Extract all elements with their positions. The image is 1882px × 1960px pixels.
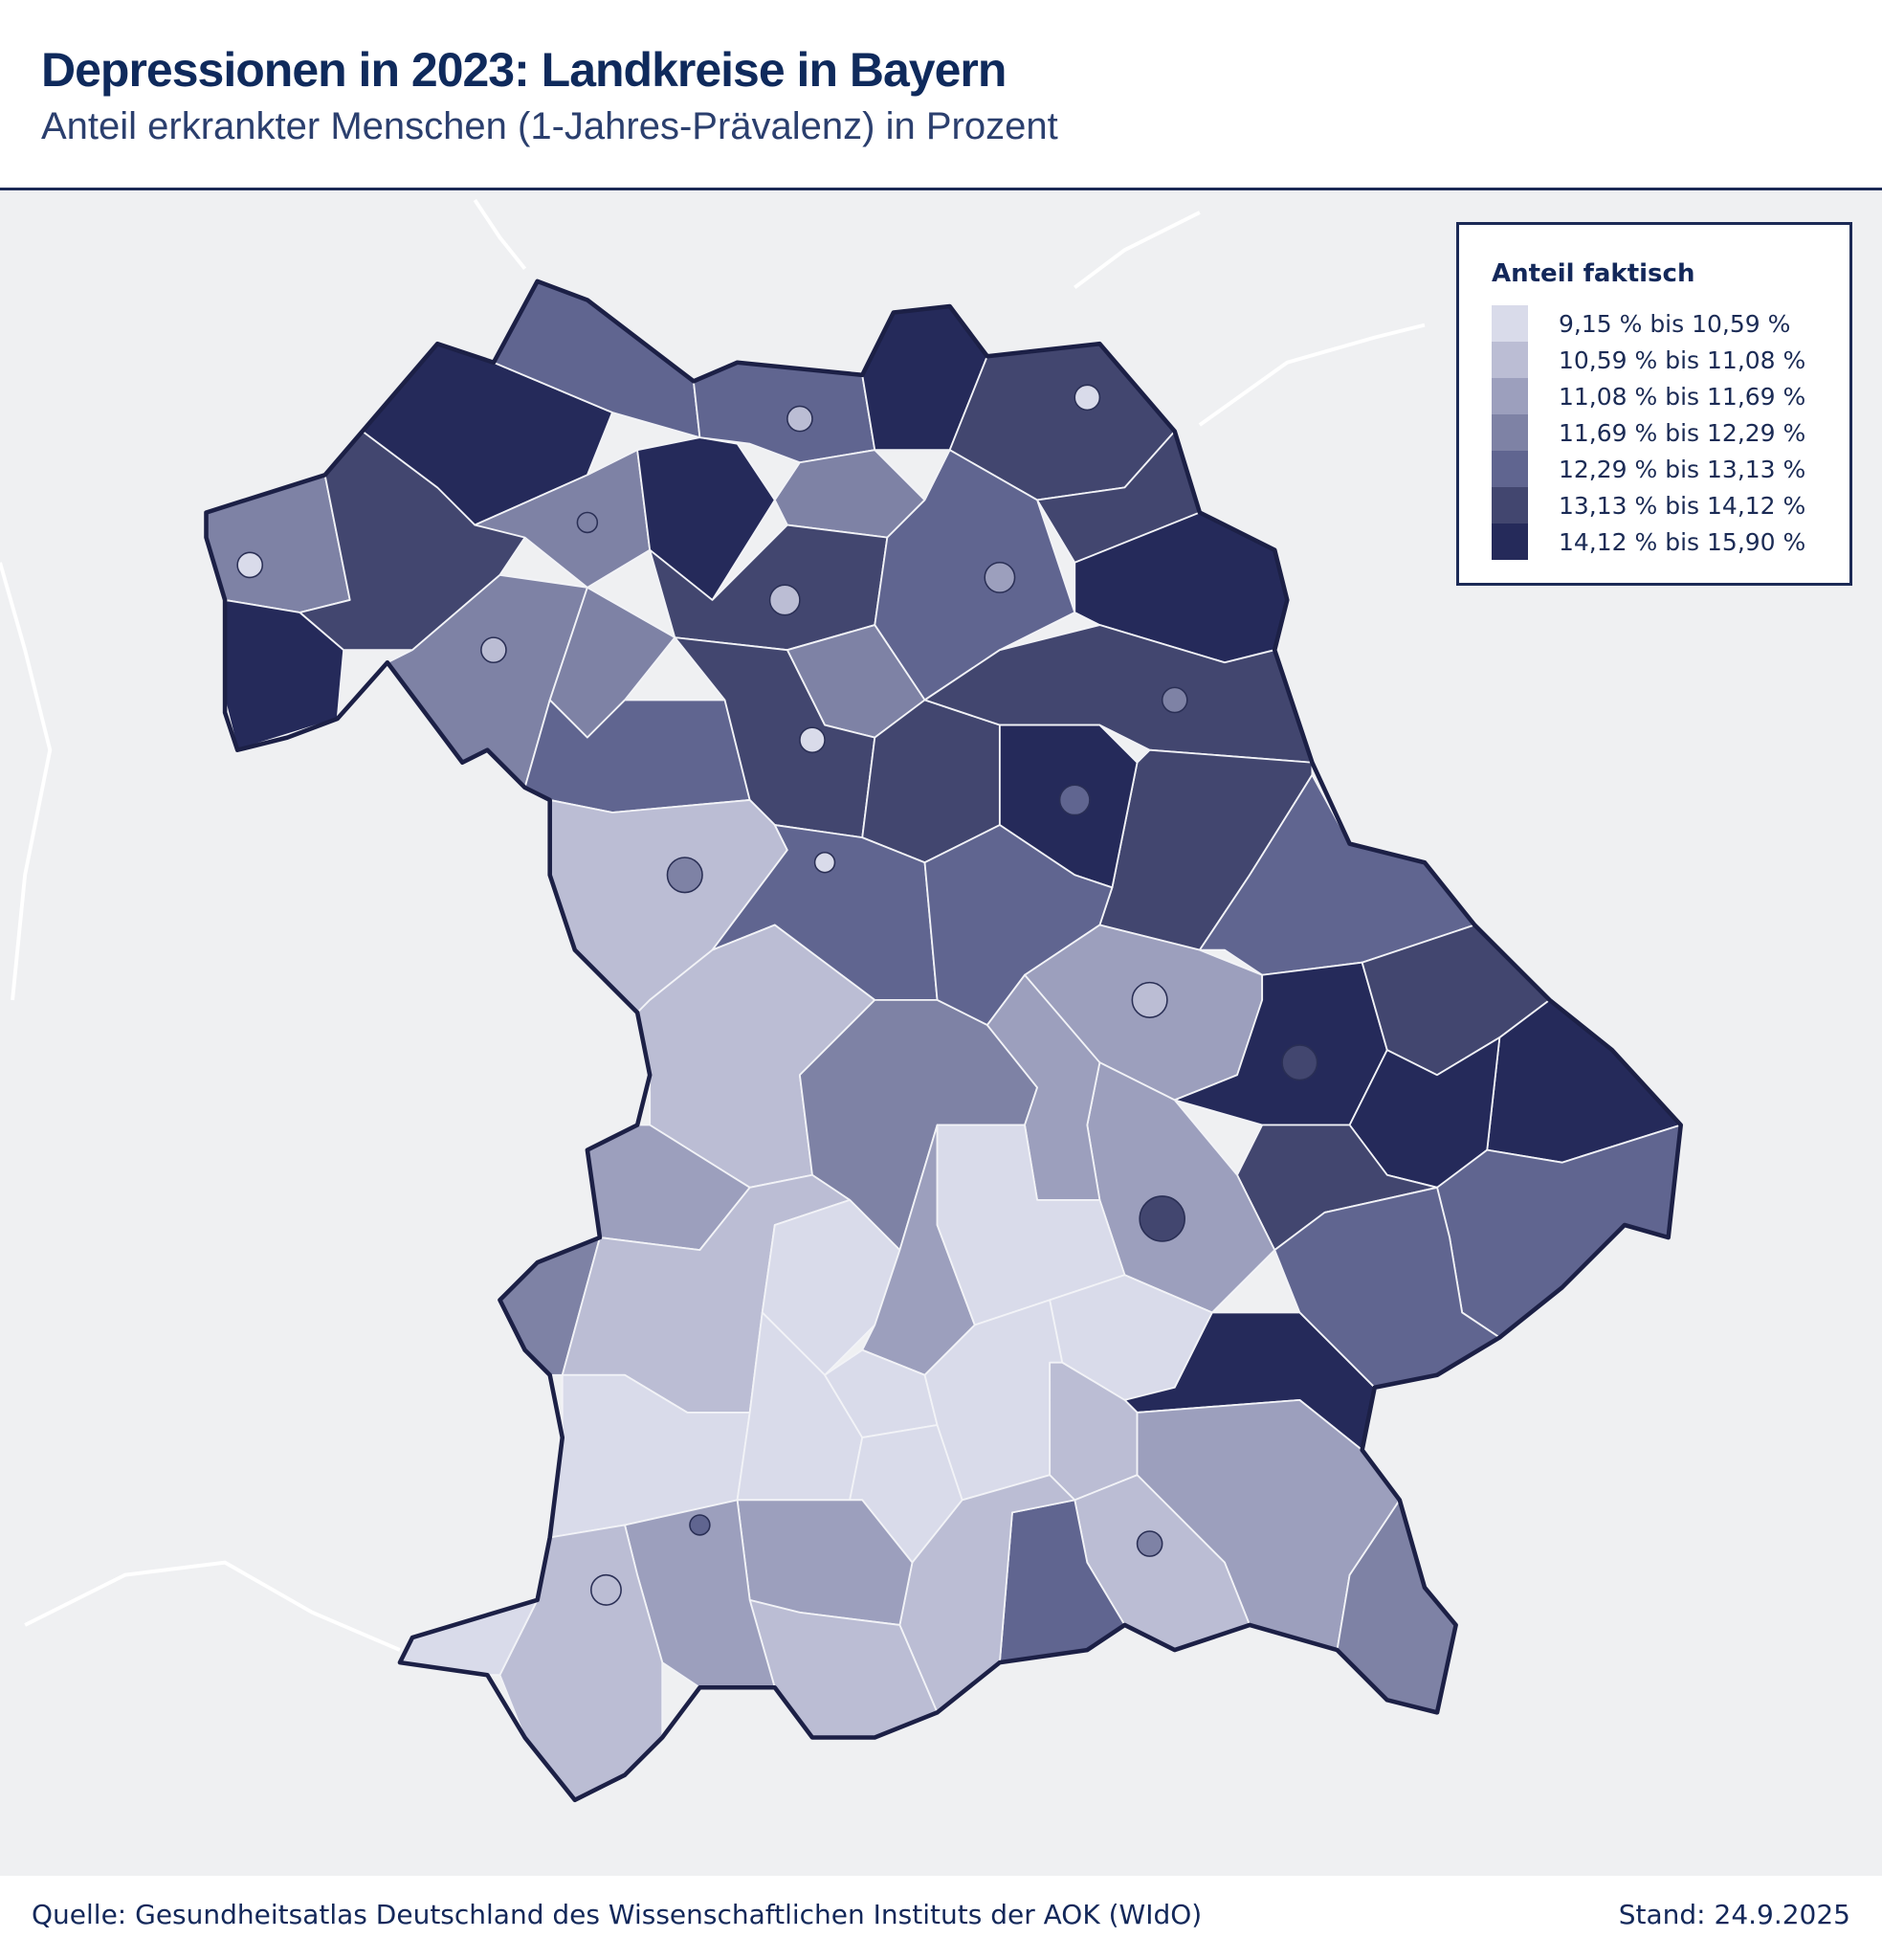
city-district bbox=[689, 1514, 711, 1536]
city-district bbox=[1058, 784, 1091, 816]
districts-layer bbox=[205, 279, 1682, 1801]
city-district bbox=[813, 851, 836, 874]
legend-label: 11,08 % bis 11,69 % bbox=[1559, 382, 1806, 411]
legend-swatch bbox=[1492, 523, 1528, 560]
city-district bbox=[666, 857, 703, 894]
legend-swatch bbox=[1492, 487, 1528, 523]
legend-item: 14,12 % bis 15,90 % bbox=[1492, 523, 1805, 560]
page-title: Depressionen in 2023: Landkreise in Baye… bbox=[41, 43, 1007, 97]
legend-swatch bbox=[1492, 342, 1528, 378]
city-district bbox=[1131, 981, 1168, 1018]
legend-item: 11,08 % bis 11,69 % bbox=[1492, 378, 1805, 414]
source-note: Quelle: Gesundheitsatlas Deutschland des… bbox=[32, 1899, 1203, 1930]
legend: Anteil faktisch 9,15 % bis 10,59 % 10,59 … bbox=[1456, 222, 1852, 586]
legend-item: 12,29 % bis 13,13 % bbox=[1492, 451, 1805, 487]
page-subtitle: Anteil erkrankter Menschen (1-Jahres-Prä… bbox=[41, 105, 1058, 147]
legend-swatch bbox=[1492, 414, 1528, 451]
legend-swatch bbox=[1492, 378, 1528, 414]
legend-label: 10,59 % bis 11,08 % bbox=[1559, 345, 1806, 374]
legend-swatch bbox=[1492, 451, 1528, 487]
legend-item: 10,59 % bis 11,08 % bbox=[1492, 342, 1805, 378]
city-district bbox=[1281, 1044, 1318, 1081]
city-district bbox=[576, 511, 599, 534]
legend-item: 13,13 % bis 14,12 % bbox=[1492, 487, 1805, 523]
neighbor-borders bbox=[0, 198, 1426, 1652]
district-area bbox=[523, 699, 751, 813]
city-district bbox=[799, 726, 826, 754]
legend-swatch bbox=[1492, 305, 1528, 342]
country-border bbox=[1198, 323, 1426, 427]
city-district bbox=[480, 636, 507, 664]
legend-label: 9,15 % bis 10,59 % bbox=[1559, 309, 1791, 338]
city-district bbox=[236, 551, 264, 579]
legend-title: Anteil faktisch bbox=[1492, 259, 1695, 288]
legend-label: 14,12 % bis 15,90 % bbox=[1559, 527, 1806, 556]
legend-label: 13,13 % bis 14,12 % bbox=[1559, 491, 1806, 520]
bavaria-outline bbox=[204, 278, 1684, 1803]
legend-item: 9,15 % bis 10,59 % bbox=[1492, 305, 1790, 342]
date-note: Stand: 24.9.2025 bbox=[1618, 1899, 1850, 1930]
country-border bbox=[473, 198, 527, 271]
city-district bbox=[1161, 686, 1188, 714]
legend-label: 12,29 % bis 13,13 % bbox=[1559, 455, 1806, 483]
city-district bbox=[768, 584, 801, 616]
city-district bbox=[786, 405, 813, 433]
city-district bbox=[1136, 1530, 1163, 1557]
legend-label: 11,69 % bis 12,29 % bbox=[1559, 418, 1806, 447]
header-divider bbox=[0, 188, 1882, 190]
city-district bbox=[984, 561, 1016, 593]
country-border bbox=[0, 562, 53, 1001]
city-district bbox=[1074, 384, 1101, 412]
country-border bbox=[24, 1560, 401, 1652]
legend-item: 11,69 % bis 12,29 % bbox=[1492, 414, 1805, 451]
city-district bbox=[590, 1573, 622, 1606]
city-district bbox=[1139, 1195, 1185, 1242]
country-border bbox=[1074, 211, 1201, 289]
